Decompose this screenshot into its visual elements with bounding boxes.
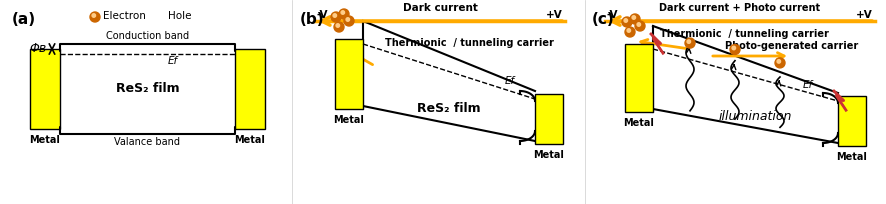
Circle shape <box>334 22 344 32</box>
Circle shape <box>637 23 641 26</box>
Bar <box>235 49 265 129</box>
Text: Metal: Metal <box>29 135 60 145</box>
Text: Hole: Hole <box>168 11 191 21</box>
Text: Metal: Metal <box>235 135 266 145</box>
Text: Ef: Ef <box>167 56 177 66</box>
Circle shape <box>336 24 339 27</box>
Text: +V: +V <box>856 10 873 20</box>
Text: Thermionic  / tunneling carrier: Thermionic / tunneling carrier <box>660 29 829 39</box>
Circle shape <box>627 29 631 32</box>
Circle shape <box>777 60 781 63</box>
Text: Metal: Metal <box>333 115 364 125</box>
Text: Dark current: Dark current <box>402 3 478 13</box>
Circle shape <box>630 14 640 24</box>
Text: Ef: Ef <box>505 76 515 86</box>
Text: (a): (a) <box>12 12 36 27</box>
Circle shape <box>685 38 695 48</box>
Text: (c): (c) <box>592 12 615 27</box>
Circle shape <box>333 14 337 17</box>
Circle shape <box>624 19 627 22</box>
Text: Metal: Metal <box>533 150 564 160</box>
Text: ReS₂ film: ReS₂ film <box>116 82 179 95</box>
Circle shape <box>90 12 100 22</box>
Circle shape <box>341 11 345 14</box>
Circle shape <box>732 46 735 50</box>
Text: Φʙ: Φʙ <box>29 42 47 55</box>
Circle shape <box>622 17 632 27</box>
Bar <box>30 49 60 129</box>
Polygon shape <box>834 91 846 110</box>
Bar <box>838 96 866 146</box>
Text: -V: -V <box>607 10 618 20</box>
Circle shape <box>344 16 354 26</box>
Text: Ef: Ef <box>803 80 813 90</box>
Text: ReS₂ film: ReS₂ film <box>417 102 481 115</box>
Text: Dark current + Photo current: Dark current + Photo current <box>659 3 820 13</box>
Circle shape <box>687 40 690 43</box>
Circle shape <box>346 18 350 21</box>
Text: Photo-generated carrier: Photo-generated carrier <box>725 41 859 51</box>
Text: Metal: Metal <box>624 118 655 128</box>
Text: Conduction band: Conduction band <box>106 31 189 41</box>
Text: Thermionic  / tunneling carrier: Thermionic / tunneling carrier <box>385 38 554 48</box>
Text: Metal: Metal <box>836 152 867 162</box>
Text: illumination: illumination <box>719 110 792 122</box>
Circle shape <box>331 12 341 22</box>
Text: Electron: Electron <box>103 11 146 21</box>
Circle shape <box>775 58 785 68</box>
Circle shape <box>92 14 96 17</box>
Text: -V: -V <box>317 10 329 20</box>
Circle shape <box>730 44 740 54</box>
Text: Valance band: Valance band <box>114 137 181 147</box>
Bar <box>625 44 653 112</box>
Text: +V: +V <box>547 10 563 20</box>
Polygon shape <box>651 34 663 53</box>
Bar <box>335 39 363 109</box>
Circle shape <box>625 27 635 37</box>
Text: (b): (b) <box>300 12 324 27</box>
Circle shape <box>632 16 635 19</box>
Circle shape <box>339 9 349 19</box>
Bar <box>535 94 563 144</box>
Circle shape <box>635 21 645 31</box>
